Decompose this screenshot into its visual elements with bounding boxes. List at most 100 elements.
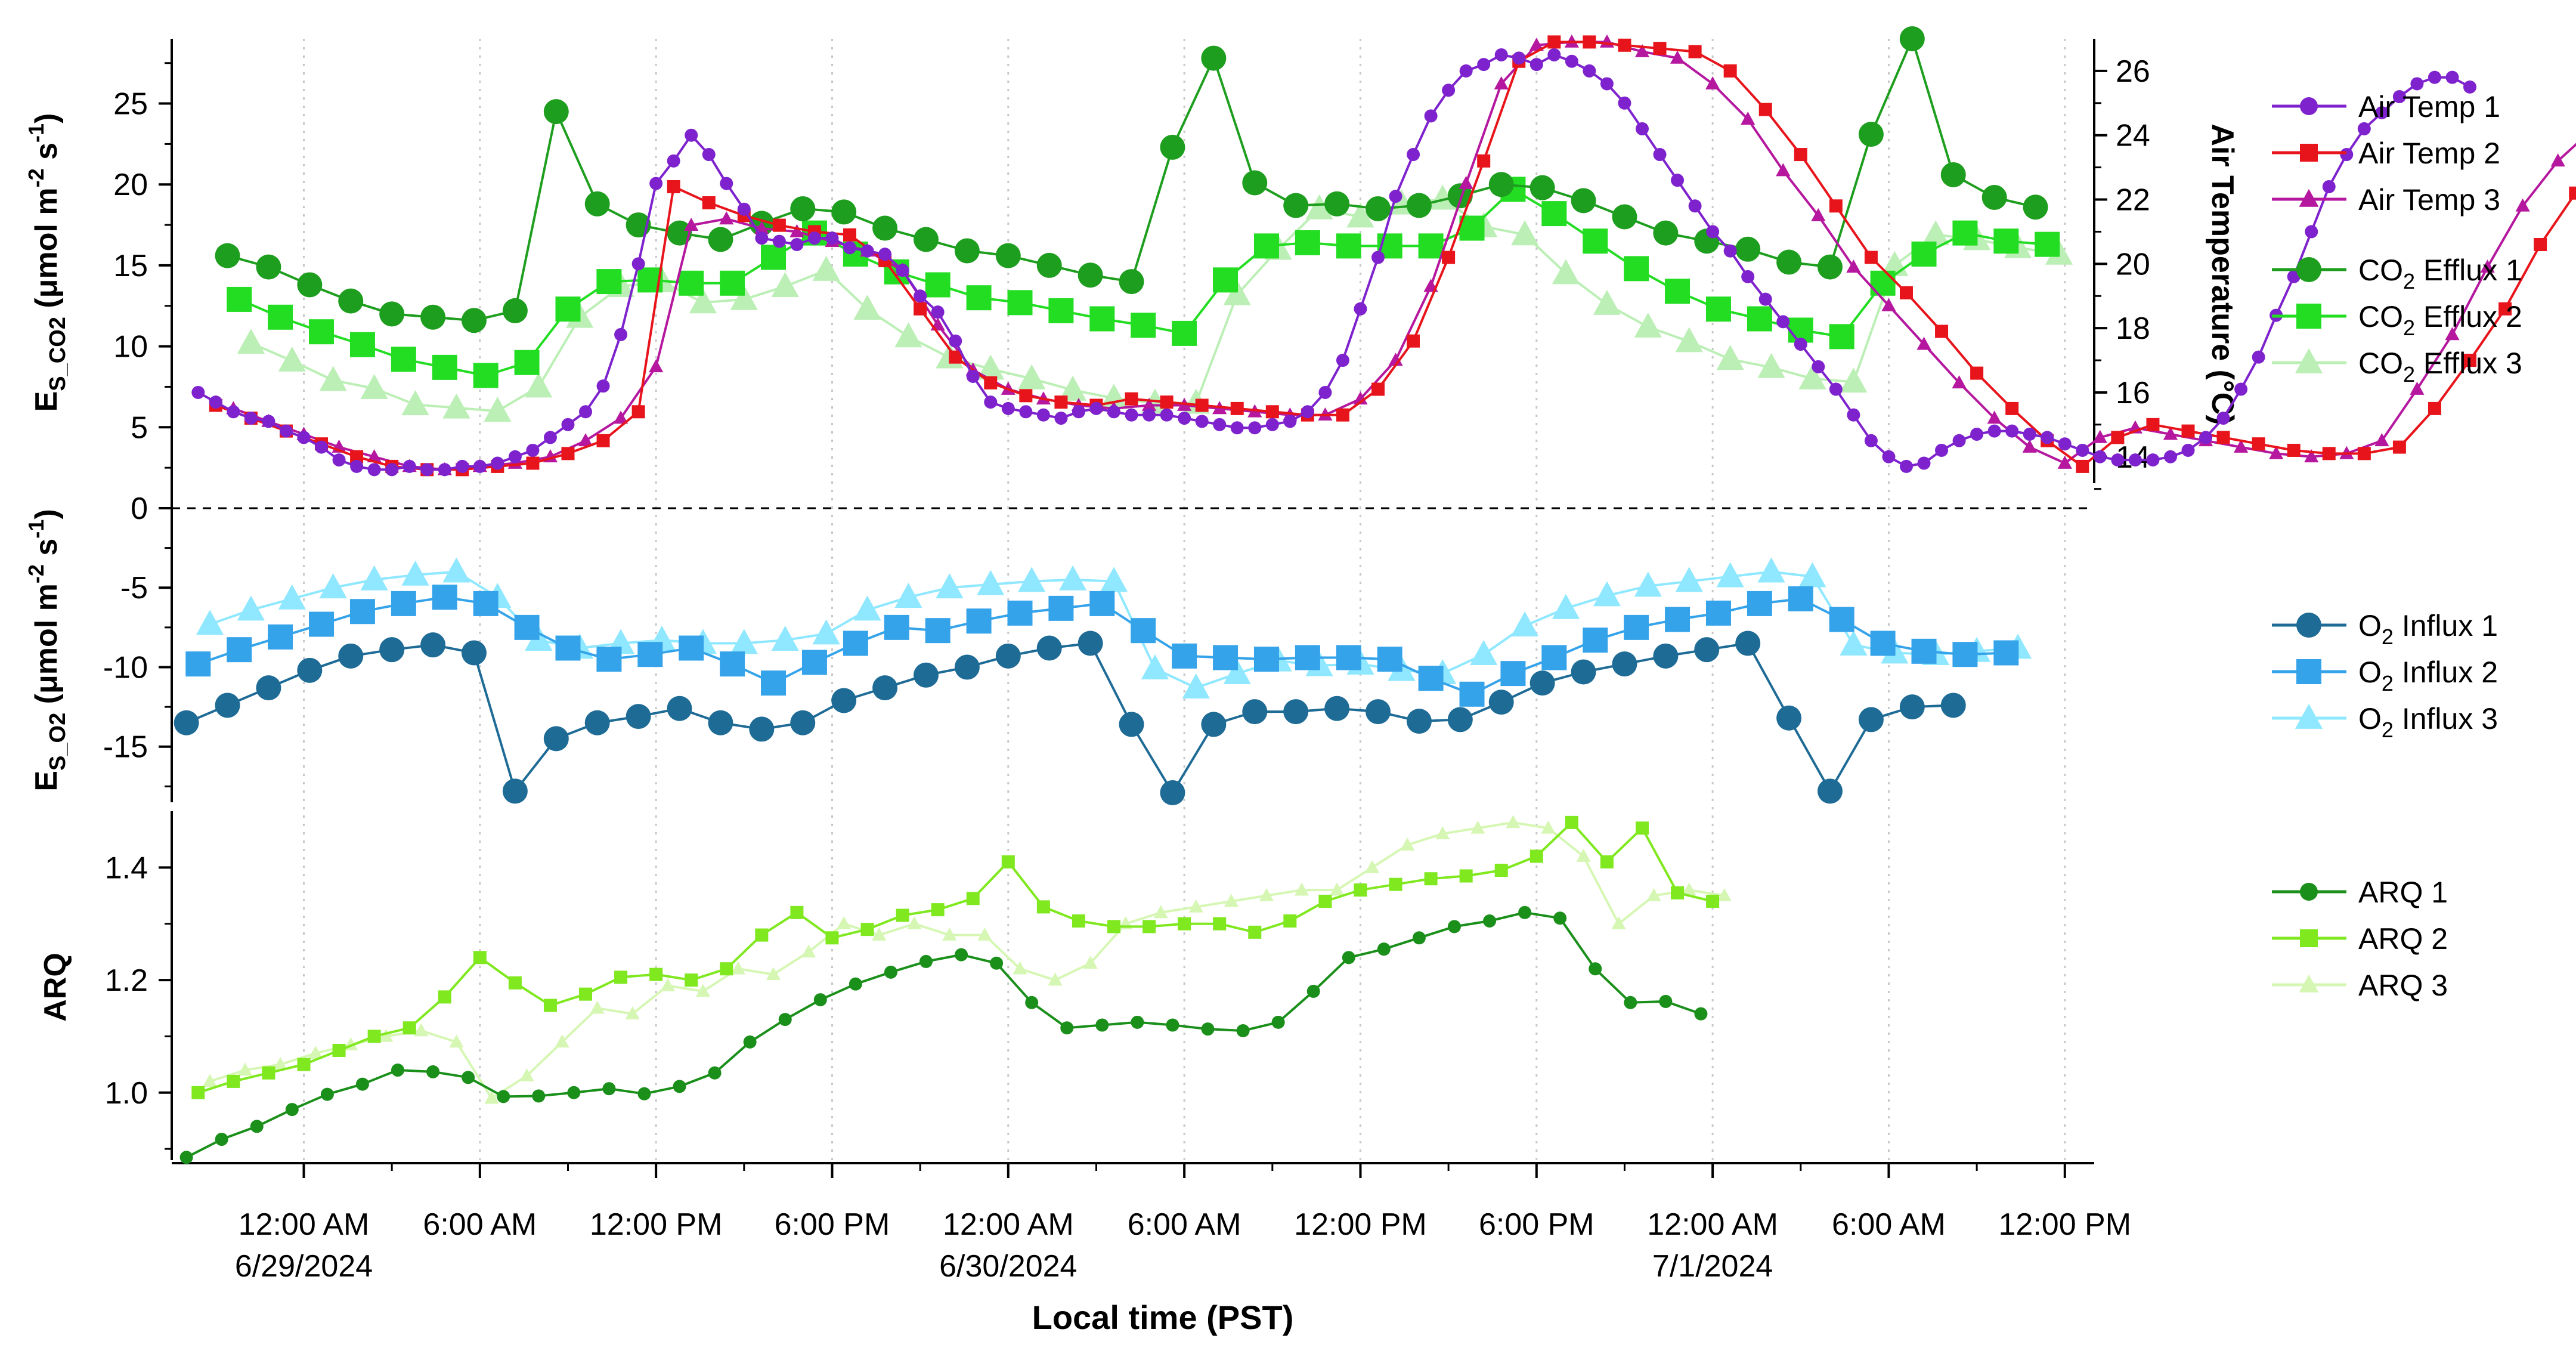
legend-swatch-marker — [2299, 188, 2319, 207]
data-point-air-temp-1 — [1794, 338, 1807, 351]
top-y-axis-title-part: ) — [29, 113, 64, 123]
data-point-co2-efflux-1 — [831, 199, 857, 225]
data-point-arq-2 — [543, 999, 557, 1012]
data-point-arq-3 — [1153, 905, 1168, 919]
data-point-co2-efflux-2 — [1295, 230, 1320, 255]
data-point-o2-influx-2 — [1541, 645, 1567, 670]
data-point-o2-influx-2 — [966, 608, 992, 634]
data-point-co2-efflux-2 — [1870, 270, 1896, 296]
data-point-co2-efflux-2 — [1705, 296, 1731, 322]
data-point-o2-influx-1 — [543, 726, 569, 752]
data-point-air-temp-1 — [949, 334, 962, 348]
legend-label-main: ARQ 1 — [2358, 876, 2448, 909]
data-point-co2-efflux-2 — [1829, 324, 1854, 350]
legend-swatch-marker — [2295, 348, 2323, 373]
legend-label: O2 Influx 2 — [2358, 656, 2498, 695]
data-point-arq-1 — [813, 993, 827, 1007]
series-co2-efflux-3 — [237, 184, 2073, 422]
data-point-air-temp-2 — [2463, 354, 2477, 367]
right-y-tick-label: 18 — [2116, 311, 2150, 346]
data-point-o2-influx-2 — [185, 651, 211, 677]
data-point-air-temp-1 — [1882, 450, 1896, 463]
data-point-air-temp-2 — [772, 218, 786, 232]
top-y-axis-title-part: s — [29, 143, 64, 168]
middle-y-axis-title-part: S_O2 — [45, 713, 70, 771]
data-point-arq-3 — [414, 1023, 429, 1037]
data-point-air-temp-1 — [2093, 450, 2107, 463]
data-point-air-temp-3 — [649, 359, 664, 373]
data-point-arq-1 — [285, 1103, 299, 1117]
data-point-co2-efflux-1 — [461, 308, 487, 333]
series-co2-efflux-1 — [215, 26, 2048, 333]
data-point-arq-1 — [426, 1065, 440, 1078]
data-point-o2-influx-1 — [1488, 690, 1514, 715]
data-point-arq-3 — [1646, 888, 1661, 901]
data-point-co2-efflux-3 — [1223, 280, 1251, 305]
legend-label-sub: 2 — [2403, 316, 2415, 340]
data-point-air-temp-3 — [2234, 439, 2249, 453]
x-tick-label: 6:00 PM — [1479, 1207, 1594, 1242]
data-point-o2-influx-3 — [278, 584, 306, 610]
data-point-o2-influx-2 — [843, 630, 868, 656]
data-point-air-temp-1 — [2252, 350, 2265, 364]
data-point-arq-1 — [1483, 914, 1497, 928]
data-point-arq-2 — [508, 976, 522, 990]
legend-label-main: O — [2358, 702, 2382, 735]
data-point-air-temp-1 — [2111, 453, 2125, 467]
data-point-o2-influx-3 — [1018, 567, 1046, 592]
data-point-o2-influx-2 — [801, 650, 827, 675]
data-point-air-temp-1 — [262, 415, 275, 428]
data-point-arq-1 — [955, 948, 968, 962]
data-point-air-temp-1 — [1917, 456, 1931, 470]
data-point-co2-efflux-3 — [1922, 220, 1950, 246]
data-point-o2-influx-2 — [1829, 607, 1854, 632]
data-point-arq-3 — [1400, 837, 1415, 851]
data-point-air-temp-1 — [1283, 415, 1297, 428]
data-point-o2-influx-2 — [268, 624, 293, 650]
data-point-arq-3 — [1365, 860, 1380, 873]
data-point-air-temp-1 — [772, 234, 786, 248]
data-point-o2-influx-3 — [1470, 640, 1498, 666]
data-point-o2-influx-2 — [1665, 607, 1690, 632]
data-point-arq-2 — [790, 905, 804, 919]
data-point-air-temp-3 — [1388, 353, 1403, 366]
data-point-air-temp-2 — [1160, 395, 1174, 409]
data-point-arq-3 — [1083, 956, 1098, 969]
data-point-co2-efflux-1 — [1365, 196, 1391, 221]
legend-label-sub: 2 — [2382, 718, 2394, 742]
data-point-air-temp-1 — [685, 128, 698, 142]
x-tick-date-label: 6/30/2024 — [939, 1249, 1077, 1284]
data-point-arq-1 — [602, 1082, 616, 1096]
data-point-co2-efflux-2 — [1089, 306, 1115, 332]
data-point-air-temp-3 — [2445, 327, 2460, 341]
data-point-air-temp-1 — [367, 463, 381, 477]
data-point-air-temp-1 — [1812, 360, 1825, 373]
data-point-air-temp-2 — [631, 405, 645, 419]
data-point-air-temp-2 — [843, 228, 857, 242]
series-line-arq-1 — [185, 911, 1702, 1159]
data-point-air-temp-2 — [2005, 401, 2019, 415]
series-o2-influx-3 — [196, 557, 2032, 698]
top-y-axis-title-part: E — [29, 391, 64, 412]
data-point-o2-influx-3 — [936, 573, 964, 599]
data-point-o2-influx-3 — [1757, 557, 1785, 583]
data-point-air-temp-3 — [367, 449, 382, 463]
data-point-co2-efflux-2 — [1253, 233, 1279, 259]
data-point-arq-2 — [1072, 914, 1085, 928]
data-point-co2-efflux-3 — [771, 272, 799, 298]
data-point-co2-efflux-1 — [256, 254, 281, 280]
legend-swatch-marker — [2300, 144, 2318, 162]
data-point-air-temp-1 — [1864, 434, 1878, 447]
data-point-air-temp-1 — [1424, 109, 1438, 123]
data-point-air-temp-1 — [720, 177, 733, 190]
data-point-air-temp-1 — [1741, 270, 1755, 283]
series-line-o2-influx-1 — [185, 642, 1953, 794]
data-point-air-temp-1 — [1301, 405, 1314, 419]
data-point-co2-efflux-1 — [215, 243, 240, 268]
data-point-arq-2 — [262, 1066, 275, 1080]
data-point-o2-influx-1 — [502, 778, 528, 804]
data-point-air-temp-1 — [2128, 453, 2142, 467]
data-point-air-temp-1 — [914, 289, 927, 303]
data-point-air-temp-1 — [1671, 174, 1685, 187]
